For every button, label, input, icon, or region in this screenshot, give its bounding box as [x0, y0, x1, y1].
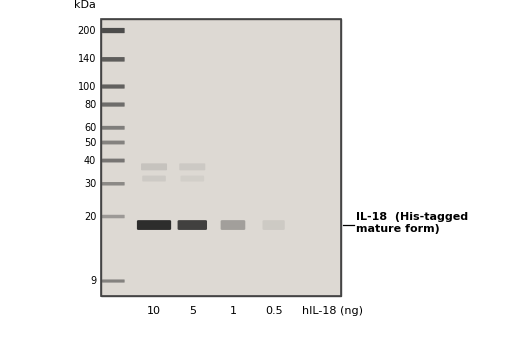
- FancyBboxPatch shape: [102, 141, 125, 145]
- FancyBboxPatch shape: [102, 182, 125, 186]
- FancyBboxPatch shape: [102, 28, 125, 33]
- FancyBboxPatch shape: [102, 126, 125, 130]
- FancyBboxPatch shape: [142, 176, 166, 182]
- FancyBboxPatch shape: [179, 163, 205, 170]
- FancyBboxPatch shape: [102, 159, 125, 162]
- Text: 10: 10: [147, 306, 161, 316]
- FancyBboxPatch shape: [178, 220, 207, 230]
- FancyBboxPatch shape: [263, 220, 285, 230]
- Text: 20: 20: [84, 211, 96, 222]
- FancyBboxPatch shape: [102, 57, 125, 62]
- Text: 80: 80: [84, 99, 96, 110]
- Text: 140: 140: [78, 54, 96, 64]
- Bar: [101, 19, 341, 296]
- Text: 1: 1: [229, 306, 237, 316]
- FancyBboxPatch shape: [102, 103, 125, 107]
- Text: 30: 30: [84, 179, 96, 189]
- FancyBboxPatch shape: [180, 176, 204, 182]
- Bar: [101, 19, 341, 296]
- FancyBboxPatch shape: [102, 215, 125, 218]
- Text: 60: 60: [84, 123, 96, 133]
- Text: 200: 200: [77, 26, 96, 36]
- Text: IL-18  (His-tagged
mature form): IL-18 (His-tagged mature form): [356, 212, 469, 234]
- FancyBboxPatch shape: [137, 220, 171, 230]
- Text: 50: 50: [84, 138, 96, 147]
- Text: hIL-18 (ng): hIL-18 (ng): [302, 306, 363, 316]
- Text: 9: 9: [90, 276, 96, 286]
- Text: 40: 40: [84, 155, 96, 166]
- Text: kDa: kDa: [74, 0, 96, 10]
- FancyBboxPatch shape: [220, 220, 245, 230]
- Text: 100: 100: [78, 82, 96, 92]
- FancyBboxPatch shape: [102, 84, 125, 89]
- Text: 0.5: 0.5: [265, 306, 282, 316]
- FancyBboxPatch shape: [102, 279, 125, 282]
- Text: 5: 5: [189, 306, 196, 316]
- FancyBboxPatch shape: [141, 163, 167, 170]
